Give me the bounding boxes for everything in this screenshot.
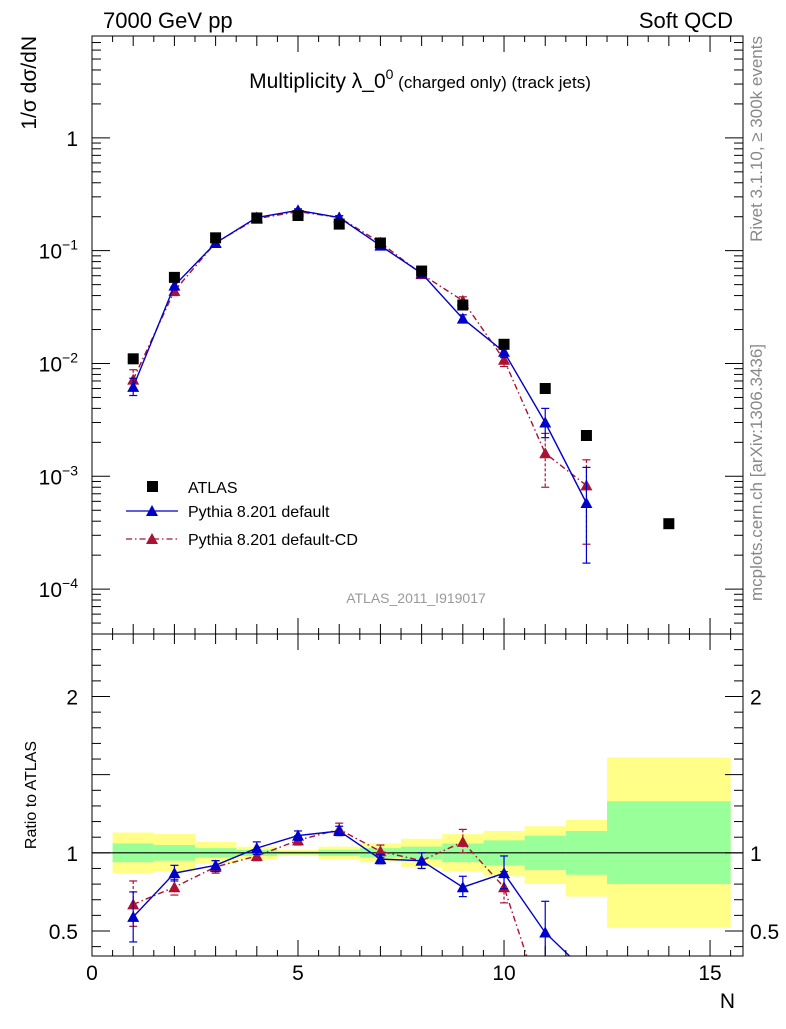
ratio-y-tick-label-right: 2 bbox=[750, 687, 762, 710]
ratio-y-tick-label-right: 1 bbox=[750, 843, 762, 866]
atlas-data-point bbox=[333, 218, 345, 230]
ratio-pythia-default-cd-marker bbox=[168, 881, 181, 893]
x-tick-label: 10 bbox=[492, 962, 515, 985]
main-title-suffix: (charged only) (track jets) bbox=[393, 73, 590, 92]
main-y-axis-label: 1/σ dσ/dN bbox=[18, 36, 41, 130]
ratio-y-tick-label: 1 bbox=[66, 843, 78, 866]
ratio-frame bbox=[91, 633, 744, 957]
ratio-pythia-default-marker bbox=[456, 881, 469, 893]
legend-label-atlas: ATLAS bbox=[188, 480, 238, 497]
analysis-watermark: ATLAS_2011_I919017 bbox=[346, 590, 486, 606]
atlas-data-point bbox=[498, 338, 510, 350]
ratio-pythia-default-marker bbox=[374, 853, 387, 865]
uncertainty-band-green bbox=[607, 801, 731, 885]
ratio-pythia-default-marker bbox=[168, 867, 181, 879]
header-energy-label: 7000 GeV pp bbox=[103, 8, 233, 33]
y-tick-label: 10−1 bbox=[39, 237, 79, 264]
ratio-pythia-default-marker bbox=[250, 842, 263, 854]
rivet-version-label: Rivet 3.1.10, ≥ 300k events bbox=[747, 36, 766, 242]
ratio-y-tick-label: 2 bbox=[66, 687, 78, 710]
main-panel: 1 10−1 10−2 10−3 10−4 Multiplicity λ_00 (cha… bbox=[18, 35, 744, 635]
ratio-pythia-default-marker bbox=[127, 910, 140, 922]
legend-label-pythia-default: Pythia 8.201 default bbox=[188, 504, 330, 521]
y-tick-label: 1 bbox=[66, 128, 78, 151]
ratio-pythia-default-cd-marker bbox=[250, 849, 263, 861]
x-tick-label: 0 bbox=[86, 962, 98, 985]
atlas-data-point bbox=[539, 383, 551, 395]
pythia-default-cd-line bbox=[132, 210, 587, 486]
ratio-pythia-default-marker bbox=[539, 926, 552, 938]
legend: ATLAS Pythia 8.201 default Pythia 8.201 … bbox=[126, 480, 358, 549]
atlas-data-point bbox=[168, 271, 180, 283]
atlas-data-point bbox=[457, 299, 469, 311]
x-tick-label: 5 bbox=[292, 962, 304, 985]
main-title-text: Multiplicity λ_0 bbox=[249, 70, 386, 93]
y-tick-label: 10−4 bbox=[39, 575, 79, 602]
legend-marker-atlas bbox=[147, 481, 158, 492]
mcplots-reference-label: mcplots.cern.ch [arXiv:1306.3436] bbox=[747, 344, 766, 601]
ratio-pythia-default-marker bbox=[292, 829, 305, 841]
pythia-default-marker bbox=[498, 345, 511, 357]
main-title: Multiplicity λ_00 (charged only) (track … bbox=[249, 66, 591, 93]
x-axis-label: N bbox=[720, 990, 735, 1013]
x-tick-label: 15 bbox=[698, 962, 721, 985]
ratio-pythia-default-marker bbox=[415, 854, 428, 866]
legend-entry-pythia-default-cd: Pythia 8.201 default-CD bbox=[126, 532, 358, 549]
ratio-pythia-default-line bbox=[132, 830, 571, 956]
ratio-pythia-default-marker bbox=[498, 867, 511, 879]
atlas-data-point bbox=[210, 232, 222, 244]
atlas-data-point bbox=[374, 237, 386, 249]
y-tick-label: 10−2 bbox=[39, 349, 79, 376]
header-category-label: Soft QCD bbox=[639, 8, 733, 33]
atlas-data-point bbox=[251, 212, 263, 224]
ratio-y-axis-label: Ratio to ATLAS bbox=[23, 741, 40, 849]
pythia-default-marker bbox=[456, 312, 469, 324]
main-title-superscript: 0 bbox=[386, 66, 394, 82]
pythia-default-line bbox=[132, 209, 588, 504]
ratio-y-tick-label: 0.5 bbox=[49, 921, 78, 944]
ratio-y-tick-label-right: 0.5 bbox=[750, 921, 779, 944]
atlas-data-point bbox=[292, 210, 304, 222]
y-tick-label: 10−3 bbox=[39, 462, 79, 489]
pythia-default-cd-marker bbox=[498, 353, 511, 365]
legend-entry-atlas: ATLAS bbox=[147, 480, 238, 497]
legend-marker-pythia-default bbox=[146, 505, 158, 516]
pythia-default-marker bbox=[168, 279, 181, 291]
ratio-pythia-default-marker bbox=[209, 859, 222, 871]
atlas-data-point bbox=[127, 353, 139, 365]
ratio-pythia-default-cd-marker bbox=[374, 845, 387, 857]
atlas-data-point bbox=[663, 518, 675, 530]
ratio-pythia-default-cd-marker bbox=[456, 835, 469, 847]
pythia-default-cd-marker bbox=[539, 447, 552, 459]
ratio-panel: 0 5 10 15 0.5 0.5 1 1 2 2 Ratio to ATLAS N bbox=[23, 633, 779, 1013]
legend-label-pythia-default-cd: Pythia 8.201 default-CD bbox=[188, 532, 358, 549]
legend-entry-pythia-default: Pythia 8.201 default bbox=[126, 504, 330, 521]
legend-marker-pythia-default-cd bbox=[146, 533, 158, 544]
pythia-default-marker bbox=[580, 496, 593, 508]
pythia-default-marker bbox=[539, 416, 552, 428]
pythia-default-marker bbox=[127, 380, 140, 392]
atlas-data-point bbox=[580, 429, 592, 441]
ratio-pythia-default-marker bbox=[333, 824, 346, 836]
atlas-data-point bbox=[416, 265, 428, 277]
